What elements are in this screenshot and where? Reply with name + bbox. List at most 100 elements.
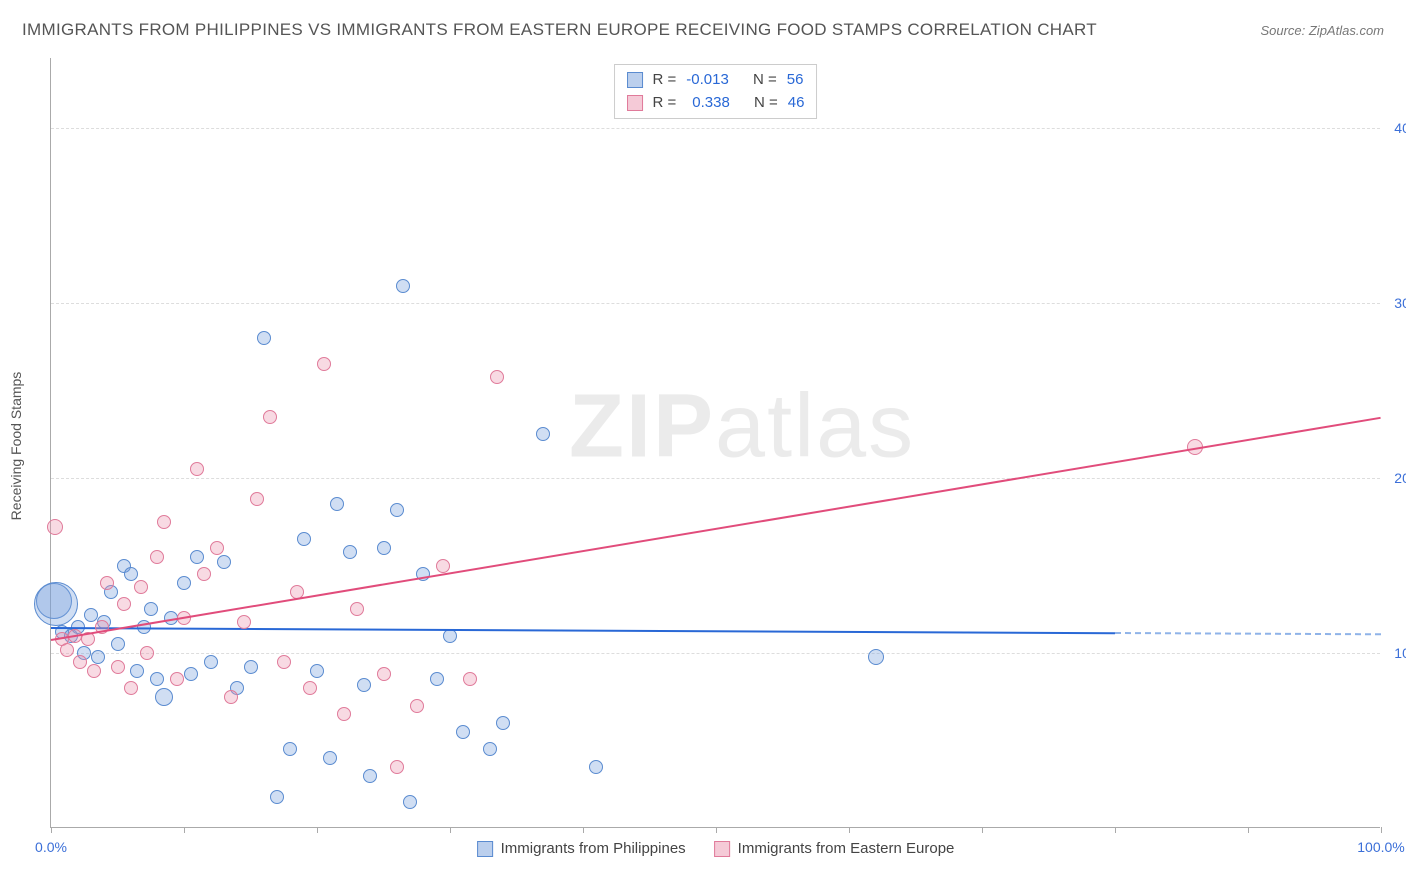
data-point (217, 555, 231, 569)
gridline (51, 653, 1380, 654)
data-point (410, 699, 424, 713)
data-point (157, 515, 171, 529)
data-point (124, 567, 138, 581)
x-tick-label: 100.0% (1357, 839, 1404, 855)
data-point (323, 751, 337, 765)
scatter-plot: ZIPatlas R = -0.013 N = 56 R = 0.338 N =… (50, 58, 1380, 828)
chart-title: IMMIGRANTS FROM PHILIPPINES VS IMMIGRANT… (22, 20, 1097, 40)
x-tick-label: 0.0% (35, 839, 67, 855)
data-point (270, 790, 284, 804)
data-point (297, 532, 311, 546)
x-tick (982, 827, 983, 833)
data-point (303, 681, 317, 695)
gridline (51, 478, 1380, 479)
correlation-stats-box: R = -0.013 N = 56 R = 0.338 N = 46 (614, 64, 818, 119)
data-point (190, 462, 204, 476)
data-point (403, 795, 417, 809)
data-point (436, 559, 450, 573)
data-point (330, 497, 344, 511)
x-tick (51, 827, 52, 833)
data-point (150, 550, 164, 564)
y-tick-label: 10.0% (1394, 645, 1406, 661)
data-point (204, 655, 218, 669)
y-axis-label: Receiving Food Stamps (8, 372, 24, 521)
trend-line-extrapolated (1115, 632, 1381, 635)
data-point (184, 667, 198, 681)
data-point (73, 655, 87, 669)
data-point (84, 608, 98, 622)
data-point (363, 769, 377, 783)
data-point (197, 567, 211, 581)
data-point (250, 492, 264, 506)
data-point (87, 664, 101, 678)
n-value: 56 (787, 69, 804, 92)
data-point (237, 615, 251, 629)
swatch-blue-icon (477, 841, 493, 857)
data-point (490, 370, 504, 384)
data-point (111, 660, 125, 674)
data-point (310, 664, 324, 678)
data-point (357, 678, 371, 692)
stat-row-philippines: R = -0.013 N = 56 (627, 69, 805, 92)
legend-label: Immigrants from Eastern Europe (738, 840, 955, 857)
data-point (589, 760, 603, 774)
data-point (350, 602, 364, 616)
data-point (483, 742, 497, 756)
data-point (34, 582, 78, 626)
data-point (144, 602, 158, 616)
r-label: R = (653, 92, 677, 115)
data-point (124, 681, 138, 695)
x-tick (849, 827, 850, 833)
data-point (244, 660, 258, 674)
data-point (170, 672, 184, 686)
data-point (868, 649, 884, 665)
data-point (343, 545, 357, 559)
data-point (337, 707, 351, 721)
data-point (317, 357, 331, 371)
data-point (134, 580, 148, 594)
n-label: N = (754, 92, 778, 115)
data-point (263, 410, 277, 424)
data-point (536, 427, 550, 441)
x-tick (583, 827, 584, 833)
y-tick-label: 30.0% (1394, 295, 1406, 311)
n-label: N = (753, 69, 777, 92)
n-value: 46 (788, 92, 805, 115)
legend: Immigrants from Philippines Immigrants f… (477, 840, 955, 857)
data-point (140, 646, 154, 660)
data-point (150, 672, 164, 686)
x-tick (450, 827, 451, 833)
data-point (283, 742, 297, 756)
y-tick-label: 40.0% (1394, 120, 1406, 136)
x-tick (184, 827, 185, 833)
legend-item-philippines: Immigrants from Philippines (477, 840, 686, 857)
data-point (117, 597, 131, 611)
data-point (377, 541, 391, 555)
data-point (257, 331, 271, 345)
source-label: Source: ZipAtlas.com (1260, 23, 1384, 38)
data-point (456, 725, 470, 739)
data-point (111, 637, 125, 651)
data-point (396, 279, 410, 293)
gridline (51, 128, 1380, 129)
swatch-pink-icon (714, 841, 730, 857)
swatch-blue-icon (627, 72, 643, 88)
data-point (430, 672, 444, 686)
r-label: R = (653, 69, 677, 92)
trend-line (51, 627, 1115, 634)
watermark: ZIPatlas (569, 376, 915, 479)
data-point (100, 576, 114, 590)
x-tick (1381, 827, 1382, 833)
data-point (130, 664, 144, 678)
data-point (177, 576, 191, 590)
stat-row-eastern-europe: R = 0.338 N = 46 (627, 92, 805, 115)
data-point (155, 688, 173, 706)
legend-label: Immigrants from Philippines (501, 840, 686, 857)
data-point (91, 650, 105, 664)
swatch-pink-icon (627, 95, 643, 111)
data-point (377, 667, 391, 681)
x-tick (317, 827, 318, 833)
y-tick-label: 20.0% (1394, 470, 1406, 486)
data-point (390, 760, 404, 774)
data-point (496, 716, 510, 730)
